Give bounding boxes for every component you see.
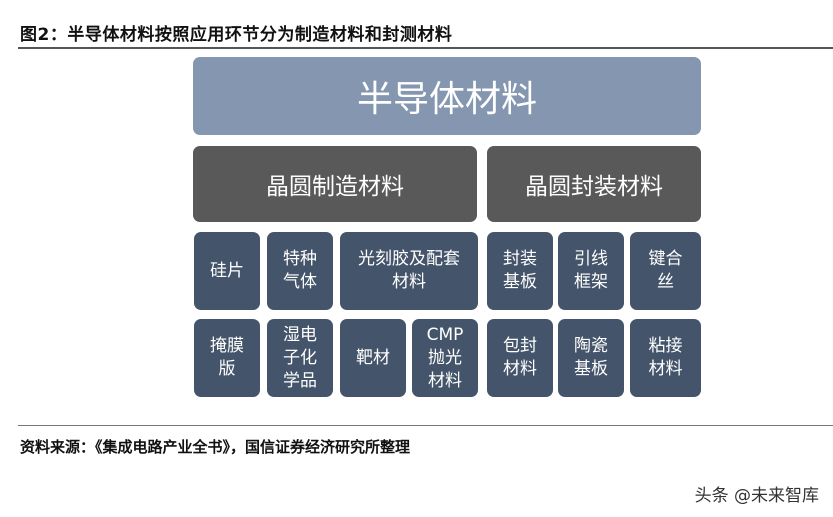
category-wafer-packaging: 晶圆封装材料: [487, 146, 701, 222]
figure-title: 图2：半导体材料按照应用环节分为制造材料和封测材料: [20, 25, 453, 45]
item-encapsulant: 包封 材料: [487, 319, 553, 397]
title-divider: [18, 47, 833, 49]
category-wafer-manufacturing: 晶圆制造材料: [193, 146, 477, 222]
item-photomask: 掩膜 版: [194, 319, 260, 397]
item-adhesive: 粘接 材料: [630, 319, 701, 397]
item-specialty-gas: 特种 气体: [267, 232, 333, 310]
watermark: 头条 @未来智库: [694, 486, 819, 506]
root-node: 半导体材料: [193, 57, 701, 135]
item-photoresist: 光刻胶及配套 材料: [340, 232, 478, 310]
item-package-substrate: 封装 基板: [487, 232, 553, 310]
item-wet-chemicals: 湿电 子化 学品: [267, 319, 333, 397]
item-cmp-materials: CMP 抛光 材料: [412, 319, 478, 397]
item-sputtering-target: 靶材: [340, 319, 406, 397]
source-divider: [18, 425, 833, 426]
item-lead-frame: 引线 框架: [558, 232, 624, 310]
item-ceramic-substrate: 陶瓷 基板: [558, 319, 624, 397]
item-silicon-wafer: 硅片: [194, 232, 260, 310]
item-bonding-wire: 键合 丝: [630, 232, 701, 310]
source-note: 资料来源：《集成电路产业全书》，国信证券经济研究所整理: [20, 438, 411, 456]
